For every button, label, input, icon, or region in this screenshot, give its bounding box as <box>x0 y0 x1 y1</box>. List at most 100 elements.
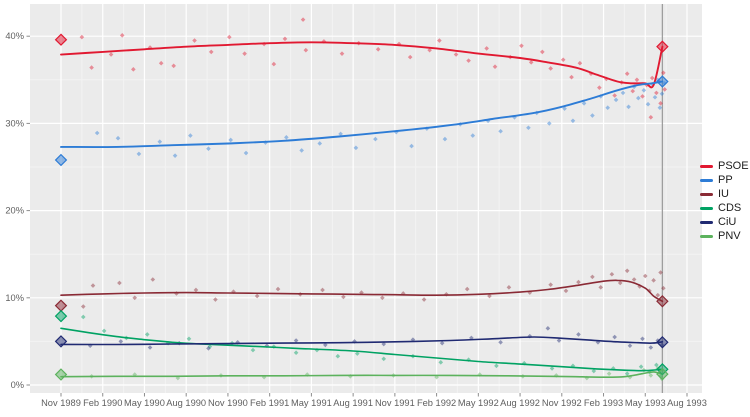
poll-point-iu <box>527 290 533 295</box>
poll-point-cds <box>335 353 341 359</box>
poll-point-psoe <box>437 38 442 43</box>
poll-point-psoe <box>661 70 666 76</box>
poll-point-ciu <box>556 338 562 343</box>
poll-point-cds <box>610 366 616 371</box>
poll-point-iu <box>617 280 623 286</box>
election-1993-marker-ciu <box>656 336 669 349</box>
poll-point-iu <box>117 280 122 286</box>
poll-point-pnv <box>648 373 654 378</box>
poll-point-cds <box>591 368 597 374</box>
trend-line-iu <box>60 279 664 303</box>
poll-point-pp <box>243 150 249 156</box>
poll-point-pnv <box>434 374 439 380</box>
legend-item-pnv: PNV <box>700 231 749 242</box>
poll-point-psoe <box>147 45 153 50</box>
poll-point-ciu <box>147 345 153 350</box>
poll-point-psoe <box>569 74 574 80</box>
poll-point-ciu <box>576 332 581 337</box>
poll-point-iu <box>90 283 96 288</box>
legend-swatch-ciu <box>700 221 713 224</box>
poll-point-pp <box>562 106 567 111</box>
poll-point-iu <box>80 304 86 309</box>
legend-swatch-cds <box>700 207 713 210</box>
poll-point-pp <box>546 121 552 126</box>
chart-legend: PSOE PP IU CDS CiU PNV <box>700 161 749 242</box>
poll-point-iu <box>651 278 656 283</box>
poll-point-psoe <box>321 39 327 44</box>
poll-point-ciu <box>527 333 533 339</box>
poll-point-ciu <box>118 339 124 344</box>
poll-point-iu <box>609 271 615 277</box>
poll-point-pp <box>620 90 626 96</box>
poll-point-pp <box>498 128 503 134</box>
poll-point-psoe <box>282 36 288 42</box>
poll-point-pp <box>470 133 476 138</box>
election-1989-marker-pp <box>54 153 68 167</box>
legend-item-cds: CDS <box>700 203 749 214</box>
legend-item-ciu: CiU <box>700 217 749 228</box>
legend-swatch-pnv <box>700 235 713 238</box>
poll-point-pp <box>526 125 531 131</box>
poll-point-pp <box>157 139 163 145</box>
poll-point-psoe <box>227 34 232 40</box>
poll-point-pp <box>338 131 343 137</box>
poll-point-psoe <box>407 54 413 60</box>
poll-point-psoe <box>375 46 381 52</box>
poll-point-iu <box>193 287 199 293</box>
x-tick-label: Aug 1993 <box>667 398 707 408</box>
poll-point-iu <box>658 270 663 275</box>
poll-point-cds <box>144 332 150 337</box>
poll-point-pp <box>613 97 619 103</box>
poll-point-ciu <box>627 343 633 349</box>
election-1993-marker-pp <box>656 75 669 88</box>
poll-point-cds <box>250 347 256 353</box>
poll-point-cds <box>438 360 444 365</box>
poll-point-psoe <box>528 60 534 65</box>
poll-point-pp <box>605 105 611 111</box>
poll-point-pp <box>353 145 359 151</box>
poll-point-pp <box>581 101 587 106</box>
poll-point-pp <box>373 136 378 142</box>
poll-point-psoe <box>630 88 636 94</box>
poll-point-iu <box>380 295 385 301</box>
legend-swatch-pp <box>700 179 713 182</box>
poll-point-iu <box>590 274 595 280</box>
poll-point-ciu <box>545 326 551 331</box>
poll-point-ciu <box>469 335 474 341</box>
poll-point-pp <box>188 133 193 138</box>
poll-point-ciu <box>323 342 328 348</box>
poll-point-psoe <box>624 71 630 76</box>
poll-point-iu <box>254 293 260 299</box>
poll-point-pp <box>299 148 304 153</box>
poll-point-psoe <box>662 87 668 92</box>
poll-point-pp <box>659 91 665 97</box>
legend-label-cds: CDS <box>718 202 742 214</box>
poll-point-cds <box>80 314 86 320</box>
poll-point-psoe <box>612 93 617 98</box>
legend-item-psoe: PSOE <box>700 161 749 172</box>
poll-point-psoe <box>560 57 566 63</box>
poll-point-iu <box>631 277 637 282</box>
poll-point-psoe <box>339 51 345 56</box>
trend-line-cds <box>60 327 664 372</box>
poll-point-psoe <box>453 52 459 57</box>
poll-point-cds <box>624 371 630 376</box>
poll-point-iu <box>598 285 604 290</box>
poll-point-iu <box>341 294 346 300</box>
x-tick-label: Nov 1990 <box>208 398 248 408</box>
legend-label-psoe: PSOE <box>718 160 749 172</box>
legend-item-pp: PP <box>700 175 749 186</box>
poll-point-pp <box>115 135 121 141</box>
poll-point-iu <box>213 297 218 302</box>
x-tick-label: Aug 1992 <box>500 398 540 408</box>
poll-point-iu <box>563 288 569 294</box>
poll-point-cds <box>293 350 299 356</box>
poll-point-psoe <box>640 94 645 99</box>
x-tick-label: Feb 1993 <box>584 398 623 408</box>
poll-point-pp <box>645 101 651 107</box>
poll-point-psoe <box>634 77 640 83</box>
x-tick-label: Feb 1990 <box>83 398 122 408</box>
poll-point-psoe <box>108 52 114 57</box>
trend-line-psoe <box>60 41 664 89</box>
